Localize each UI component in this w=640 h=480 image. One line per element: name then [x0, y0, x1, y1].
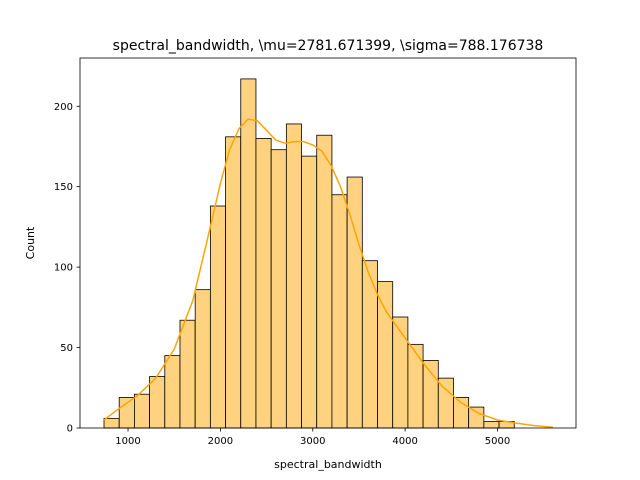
x-tick-label: 1000 [115, 436, 140, 447]
histogram-bar [285, 123, 302, 429]
histogram-bar [225, 136, 242, 429]
y-tick-label: 100 [54, 263, 73, 274]
histogram-bar [422, 360, 439, 429]
histogram-bar [392, 316, 409, 429]
histogram-bar [240, 78, 257, 429]
histogram-bar [361, 260, 378, 429]
histogram-bar [134, 393, 150, 429]
histogram-bar [179, 319, 196, 429]
histogram-bar [270, 149, 287, 429]
plot-frame [79, 57, 577, 429]
y-tick-label: 150 [54, 182, 73, 193]
x-axis-ticks: 1000 2000 3000 4000 5000 [115, 428, 510, 447]
y-axis-ticks: 0 50 100 150 200 [54, 102, 80, 435]
bars-group [103, 78, 515, 429]
chart-title: spectral_bandwidth, \mu=2781.671399, \si… [113, 38, 544, 54]
x-axis-label: spectral_bandwidth [274, 458, 382, 471]
x-tick-label: 4000 [392, 436, 417, 447]
histogram-bar [103, 417, 120, 429]
histogram-bar [468, 406, 485, 429]
histogram-bar [483, 421, 500, 429]
kde-line [103, 118, 553, 428]
y-tick-label: 0 [67, 424, 73, 435]
histogram-bar [437, 377, 454, 429]
y-tick-label: 200 [54, 102, 73, 113]
histogram-bar [149, 376, 166, 429]
histogram-bar [164, 355, 181, 429]
histogram-bar [331, 194, 348, 429]
histogram-bar [118, 397, 135, 429]
histogram-bar [407, 343, 424, 429]
histogram-bar [194, 289, 211, 429]
histogram-bar [255, 138, 272, 429]
histogram-bar [316, 134, 333, 429]
histogram-bar [301, 155, 318, 429]
x-tick-label: 2000 [208, 436, 233, 447]
histogram-bar [209, 205, 226, 429]
y-tick-label: 50 [60, 343, 73, 354]
histogram-bar [377, 281, 394, 429]
x-tick-label: 5000 [485, 436, 510, 447]
y-axis-label: Count [24, 226, 37, 259]
x-tick-label: 3000 [300, 436, 325, 447]
